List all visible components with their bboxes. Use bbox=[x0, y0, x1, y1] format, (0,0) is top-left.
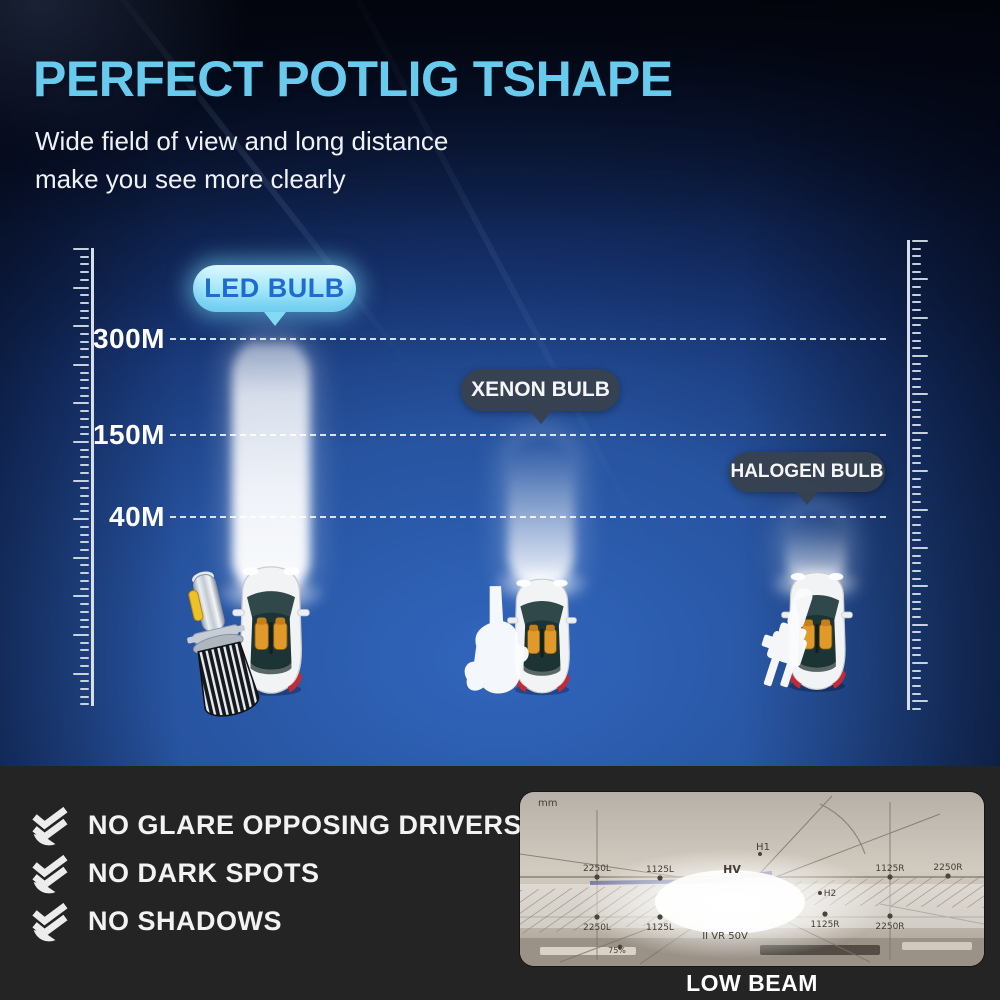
halogen-bulb-silhouette bbox=[761, 588, 813, 688]
photo-label: 2250R bbox=[875, 922, 904, 932]
feature-label: NO DARK SPOTS bbox=[88, 858, 320, 888]
low-beam-photo: mm 2250L 1125L 1125R 2250R 2250L 1125L 1… bbox=[520, 792, 984, 966]
photo-label-mm: mm bbox=[538, 798, 557, 809]
photo-label-75: 75% bbox=[608, 946, 626, 955]
led-bulb-badge: LED BULB bbox=[193, 265, 356, 326]
halogen-bulb-badge: HALOGEN BULB bbox=[729, 452, 885, 505]
feature-row: NO GLARE OPPOSING DRIVERS bbox=[30, 806, 522, 845]
subtitle-line-1: Wide field of view and long distance bbox=[35, 126, 449, 156]
hero-section: PERFECT POTLIG TSHAPE Wide field of view… bbox=[0, 0, 1000, 766]
feature-label: NO GLARE OPPOSING DRIVERS bbox=[88, 810, 523, 840]
photo-label-h2: H2 bbox=[824, 889, 837, 899]
distance-line-300m bbox=[170, 338, 886, 340]
photo-label-vr: II VR 50V bbox=[702, 931, 748, 942]
double-check-icon bbox=[30, 902, 70, 942]
led-bulb-label: LED BULB bbox=[204, 273, 345, 303]
photo-label: 1125R bbox=[810, 920, 839, 930]
subtitle: Wide field of view and long distance make… bbox=[35, 122, 448, 198]
bottom-panel: NO GLARE OPPOSING DRIVERS NO DARK SPOTS … bbox=[0, 766, 1000, 1000]
ruler-left bbox=[69, 248, 94, 706]
page-title: PERFECT POTLIG TSHAPE bbox=[33, 51, 673, 107]
xenon-bulb-silhouette bbox=[464, 586, 529, 694]
xenon-beam bbox=[490, 436, 592, 604]
ruler-right bbox=[907, 240, 932, 710]
xenon-bulb-label: XENON BULB bbox=[471, 378, 610, 401]
scale-label-150m: 150M bbox=[92, 419, 165, 450]
scale-label-40m: 40M bbox=[109, 501, 165, 532]
halogen-bulb-label: HALOGEN BULB bbox=[730, 461, 884, 482]
photo-label-h1: H1 bbox=[756, 842, 770, 853]
feature-list: NO GLARE OPPOSING DRIVERS NO DARK SPOTS … bbox=[30, 806, 522, 941]
photo-label-hv: HV bbox=[723, 863, 741, 876]
led-beam bbox=[214, 336, 328, 614]
double-check-icon bbox=[30, 806, 70, 846]
photo-label: 1125L bbox=[646, 923, 674, 933]
double-check-icon bbox=[30, 854, 70, 894]
low-beam-caption: LOW BEAM bbox=[686, 970, 818, 996]
photo-label: 2250R bbox=[933, 863, 962, 873]
led-bulb-image bbox=[187, 571, 260, 717]
scale-label-300m: 300M bbox=[92, 323, 165, 354]
photo-label: 2250L bbox=[583, 864, 611, 874]
photo-label: 1125L bbox=[646, 865, 674, 875]
feature-label: NO SHADOWS bbox=[88, 906, 282, 936]
distance-line-150m bbox=[170, 434, 886, 436]
photo-label: 2250L bbox=[583, 923, 611, 933]
subtitle-line-2: make you see more clearly bbox=[35, 164, 346, 194]
feature-row: NO SHADOWS bbox=[30, 902, 522, 941]
xenon-bulb-badge: XENON BULB bbox=[461, 369, 620, 424]
feature-row: NO DARK SPOTS bbox=[30, 854, 522, 893]
photo-label: 1125R bbox=[875, 864, 904, 874]
